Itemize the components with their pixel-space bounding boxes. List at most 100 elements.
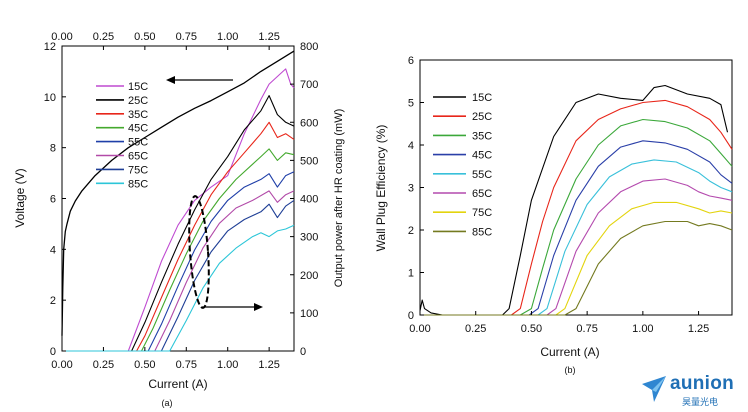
- chart-b-legend-label: 75C: [472, 207, 492, 219]
- power-line-65C: [62, 190, 295, 352]
- chart-b-ytick-label: 1: [408, 268, 414, 280]
- chart-b-xtick-label: 0.25: [465, 323, 486, 335]
- chart-a-xtick-label: 0.50: [134, 359, 155, 371]
- logo-text: aunion: [670, 373, 735, 394]
- chart-a-xtop-tick-label: 1.00: [217, 31, 238, 43]
- chart-a-xtop-tick-label: 0.00: [51, 31, 72, 43]
- power-line-15C: [62, 68, 295, 352]
- voltage-line-25C: [61, 50, 295, 336]
- chart-b-legend-label: 15C: [472, 92, 492, 104]
- chart-a-xtop-tick-label: 1.25: [258, 31, 279, 43]
- wpe-line-75C: [420, 201, 733, 316]
- chart-a-legend-label: 45C: [128, 123, 148, 135]
- chart-a-xtop-tick-label: 0.50: [134, 31, 155, 43]
- voltage-arrowhead: [166, 76, 175, 84]
- chart-a-y2tick-label: 600: [300, 117, 318, 129]
- chart-b-legend-label: 85C: [472, 226, 492, 238]
- chart-b-legend-label: 25C: [472, 111, 492, 123]
- chart-a-caption: (a): [162, 398, 173, 408]
- chart-a-ytick-label: 0: [50, 346, 56, 358]
- chart-a-legend-label: 55C: [128, 137, 148, 149]
- chart-a-legend-label: 35C: [128, 109, 148, 121]
- power-line-25C: [62, 95, 295, 352]
- chart-b-legend-label: 35C: [472, 130, 492, 142]
- chart-a-ytick-label: 12: [44, 41, 56, 53]
- chart-b-axes: 0.00 0.25 0.50 0.75 1.00 1.25 0 1 2 3 4 5 6: [408, 55, 709, 335]
- chart-b-ylabel: Wall Plug Efficiency (%): [374, 125, 388, 252]
- power-line-75C: [62, 199, 295, 352]
- chart-a-xtick-label: 0.25: [93, 359, 114, 371]
- chart-b-legend: 15C 25C 35C 45C 55C 65C 75C 85C: [433, 92, 492, 238]
- chart-a-xtop-tick-label: 0.75: [176, 31, 197, 43]
- chart-a-y2tick-label: 300: [300, 232, 318, 244]
- chart-b-ytick-label: 0: [408, 310, 414, 322]
- chart-a-legend-label: 65C: [128, 151, 148, 163]
- power-line-55C: [62, 171, 295, 352]
- chart-a-ytick-label: 6: [50, 194, 56, 206]
- chart-a-y2tick-label: 700: [300, 79, 318, 91]
- chart-a-xlabel: Current (A): [148, 377, 207, 391]
- wpe-line-15C: [419, 84, 729, 316]
- chart-b-xtick-label: 0.75: [576, 323, 597, 335]
- chart-b-legend-label: 65C: [472, 188, 492, 200]
- chart-b-ytick-label: 4: [408, 140, 414, 152]
- chart-a-legend-label: 25C: [128, 95, 148, 107]
- chart-b-xtick-label: 0.50: [521, 323, 542, 335]
- chart-a-y2tick-label: 0: [300, 346, 306, 358]
- chart-a-y2tick-label: 100: [300, 308, 318, 320]
- chart-a-legend-label: 75C: [128, 164, 148, 176]
- chart-a-axes: 0.00 0.25 0.50 0.75 1.00 1.25 0.00 0.25 0.50 0.75…: [44, 31, 319, 371]
- chart-b-ytick-label: 2: [408, 225, 414, 237]
- chart-a: 0.00 0.25 0.50 0.75 1.00 1.25 0.00 0.25 0.50 0.75…: [13, 31, 345, 408]
- wpe-line-35C: [420, 118, 733, 316]
- chart-a-y2tick-label: 500: [300, 155, 318, 167]
- chart-a-ytick-label: 8: [50, 143, 56, 155]
- power-line-45C: [62, 148, 295, 352]
- wpe-line-85C: [420, 220, 733, 316]
- chart-b-ytick-label: 5: [408, 98, 414, 110]
- logo-mark-icon: [642, 376, 666, 402]
- power-line-85C: [62, 224, 295, 352]
- chart-b-xtick-label: 0.00: [409, 323, 430, 335]
- chart-a-y2tick-label: 200: [300, 270, 318, 282]
- logo-subtext: 昊量光电: [682, 398, 719, 408]
- chart-b-series: [419, 84, 733, 316]
- chart-a-ytick-label: 4: [50, 244, 56, 256]
- chart-a-annotations: [166, 76, 263, 311]
- wpe-line-45C: [420, 140, 733, 316]
- chart-b-caption: (b): [565, 365, 576, 375]
- chart-a-y2label: Output power after HR coating (mW): [333, 109, 345, 288]
- chart-a-legend-label: 15C: [128, 81, 148, 93]
- chart-a-y2tick-label: 800: [300, 41, 318, 53]
- chart-a-plot-frame: [61, 45, 295, 352]
- power-arrowhead: [254, 303, 263, 311]
- chart-a-ylabel: Voltage (V): [13, 168, 27, 227]
- chart-b-xtick-label: 1.00: [632, 323, 653, 335]
- wpe-line-55C: [420, 159, 733, 316]
- chart-b-ytick-label: 6: [408, 55, 414, 67]
- brand-logo: aunion 昊量光电: [640, 372, 740, 408]
- chart-a-ytick-label: 10: [44, 92, 56, 104]
- chart-b-xlabel: Current (A): [540, 345, 599, 359]
- chart-a-xtop-tick-label: 0.25: [93, 31, 114, 43]
- power-line-35C: [62, 121, 295, 352]
- chart-b-xtick-label: 1.25: [688, 323, 709, 335]
- chart-a-series: [61, 50, 295, 352]
- chart-a-xtick-label: 1.00: [217, 359, 238, 371]
- threshold-ellipse: [188, 195, 210, 309]
- chart-a-legend-label: 85C: [128, 178, 148, 190]
- wpe-line-65C: [420, 178, 733, 316]
- chart-a-ytick-label: 2: [50, 295, 56, 307]
- chart-a-xtick-label: 0.00: [51, 359, 72, 371]
- chart-b-plot-frame: [419, 59, 733, 316]
- chart-a-xtick-label: 1.25: [258, 359, 279, 371]
- chart-a-xtick-label: 0.75: [176, 359, 197, 371]
- chart-b-legend-label: 55C: [472, 169, 492, 181]
- chart-b-legend-label: 45C: [472, 150, 492, 162]
- chart-b-ytick-label: 3: [408, 183, 414, 195]
- chart-a-y2tick-label: 400: [300, 194, 318, 206]
- chart-b: 0.00 0.25 0.50 0.75 1.00 1.25 0 1 2 3 4 5 6 Current …: [374, 55, 733, 375]
- wpe-line-25C: [420, 99, 733, 316]
